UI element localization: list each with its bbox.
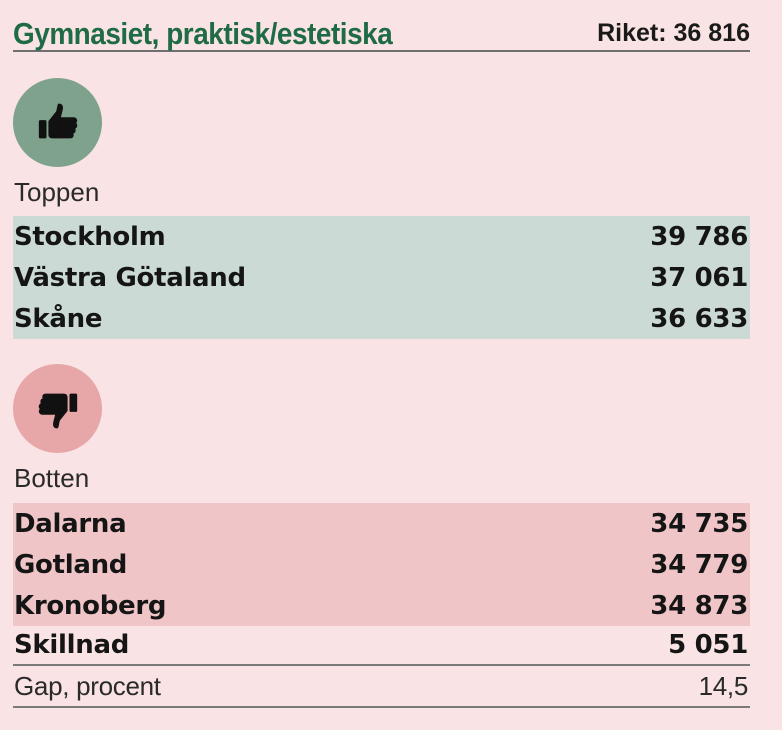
summary-row: Skillnad 5 051	[13, 626, 750, 664]
region-value: 39 786	[650, 221, 748, 252]
region-name: Gotland	[14, 549, 128, 580]
region-value: 37 061	[650, 262, 748, 293]
difference-row: Skillnad 5 051	[13, 626, 750, 666]
header: Gymnasiet, praktisk/estetiska Riket: 36 …	[13, 12, 750, 52]
section-label-bottom: Botten	[14, 463, 90, 493]
region-name: Stockholm	[14, 221, 166, 252]
page-title: Gymnasiet, praktisk/estetiska	[13, 16, 393, 51]
region-name: Kronoberg	[14, 590, 167, 621]
list-item: Gotland 34 779	[13, 544, 750, 585]
gap-label: Gap, procent	[14, 670, 161, 701]
top-list: Stockholm 39 786 Västra Götaland 37 061 …	[13, 216, 750, 339]
region-name: Dalarna	[14, 508, 127, 539]
thumbs-down-icon	[38, 393, 77, 428]
gap-value: 14,5	[698, 670, 749, 701]
region-value: 36 633	[650, 303, 748, 334]
thumbs-up-icon	[38, 103, 77, 138]
section-label-top: Toppen	[14, 177, 100, 207]
thumbs-up-badge	[13, 78, 102, 167]
difference-label: Skillnad	[14, 630, 130, 660]
region-value: 34 873	[650, 590, 748, 621]
list-item: Västra Götaland 37 061	[13, 257, 750, 298]
difference-value: 5 051	[668, 630, 748, 660]
list-item: Kronoberg 34 873	[13, 585, 750, 626]
national-total: Riket: 36 816	[597, 19, 750, 47]
region-name: Skåne	[14, 303, 103, 334]
region-value: 34 735	[650, 508, 748, 539]
bottom-list: Dalarna 34 735 Gotland 34 779 Kronoberg …	[13, 503, 750, 626]
summary-row: Gap, procent 14,5	[13, 667, 750, 705]
region-value: 34 779	[650, 549, 748, 580]
thumbs-down-badge	[13, 364, 102, 453]
gap-row: Gap, procent 14,5	[13, 667, 750, 708]
list-item: Dalarna 34 735	[13, 503, 750, 544]
region-name: Västra Götaland	[14, 262, 246, 293]
list-item: Skåne 36 633	[13, 298, 750, 339]
list-item: Stockholm 39 786	[13, 216, 750, 257]
